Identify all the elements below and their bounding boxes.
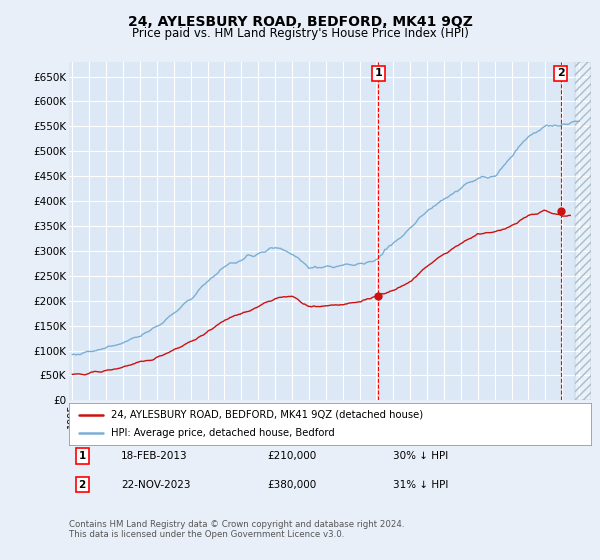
Text: £210,000: £210,000 — [268, 451, 317, 461]
Text: 22-NOV-2023: 22-NOV-2023 — [121, 479, 191, 489]
Text: Contains HM Land Registry data © Crown copyright and database right 2024.
This d: Contains HM Land Registry data © Crown c… — [69, 520, 404, 539]
Bar — [575, 62, 591, 400]
Text: 24, AYLESBURY ROAD, BEDFORD, MK41 9QZ (detached house): 24, AYLESBURY ROAD, BEDFORD, MK41 9QZ (d… — [111, 410, 423, 420]
Text: 30% ↓ HPI: 30% ↓ HPI — [392, 451, 448, 461]
Text: 1: 1 — [79, 451, 86, 461]
Bar — [575, 62, 591, 400]
Text: 24, AYLESBURY ROAD, BEDFORD, MK41 9QZ: 24, AYLESBURY ROAD, BEDFORD, MK41 9QZ — [128, 15, 472, 29]
Text: 2: 2 — [557, 68, 565, 78]
Text: 2: 2 — [79, 479, 86, 489]
Text: £380,000: £380,000 — [268, 479, 317, 489]
Text: HPI: Average price, detached house, Bedford: HPI: Average price, detached house, Bedf… — [111, 428, 335, 438]
Text: 1: 1 — [374, 68, 382, 78]
Text: 18-FEB-2013: 18-FEB-2013 — [121, 451, 188, 461]
Text: Price paid vs. HM Land Registry's House Price Index (HPI): Price paid vs. HM Land Registry's House … — [131, 27, 469, 40]
Text: 31% ↓ HPI: 31% ↓ HPI — [392, 479, 448, 489]
